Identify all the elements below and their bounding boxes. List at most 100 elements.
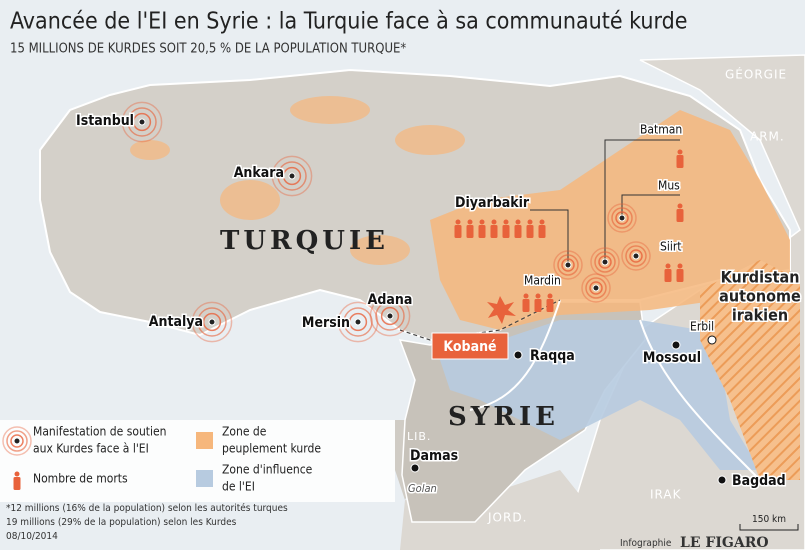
city-dot xyxy=(13,437,21,445)
legend-icon xyxy=(13,471,21,490)
city-dot xyxy=(592,284,600,292)
kurdish-zone xyxy=(395,125,465,155)
person-head xyxy=(539,219,545,225)
person-body xyxy=(478,225,486,238)
label-box xyxy=(431,332,509,360)
region-label: autonome xyxy=(719,287,801,306)
protest-ring xyxy=(611,207,633,229)
protest-ring xyxy=(127,107,157,137)
person-head xyxy=(527,219,533,225)
legend-label: aux Kurdes face à l'EI xyxy=(33,442,149,456)
city-dot xyxy=(717,475,727,485)
person-body xyxy=(538,225,546,238)
footnote: 08/10/2014 xyxy=(6,531,58,542)
person-head xyxy=(677,263,683,269)
footnote: *12 millions (16% de la population) selo… xyxy=(6,502,288,514)
protest-ring xyxy=(594,251,616,273)
city-dot xyxy=(513,350,523,360)
person-head xyxy=(467,219,473,225)
city-dot xyxy=(354,318,362,326)
protest-ring xyxy=(343,307,373,337)
person-body xyxy=(514,225,522,238)
leader-line xyxy=(530,209,569,265)
kurdish-zone xyxy=(290,96,370,124)
person-head xyxy=(665,263,671,269)
legend-label: Zone de xyxy=(222,425,267,439)
place-label: Ankara xyxy=(234,165,284,181)
protest-ring xyxy=(585,277,607,299)
protest-ring xyxy=(561,258,575,272)
protest-ring xyxy=(581,273,611,303)
protest-ring xyxy=(553,250,583,280)
legend-label: Manifestation de soutien xyxy=(33,425,167,439)
death-count xyxy=(664,263,684,282)
layer: Istanbul Ankara Antalya Mersin Adana Diyarbak… xyxy=(2,67,803,550)
kurdish-zone xyxy=(130,140,170,160)
protest-ring xyxy=(380,306,400,326)
protest-ring xyxy=(629,249,643,263)
place-label: Bagdad xyxy=(732,473,786,489)
city-dot xyxy=(138,118,146,126)
place-label: Siirt xyxy=(660,240,682,254)
kurdish-zone xyxy=(350,235,410,265)
protest-ring xyxy=(271,155,313,197)
region-label: ARM. xyxy=(750,130,785,144)
person-head xyxy=(677,203,683,209)
protest-ring xyxy=(590,247,620,277)
region-label: SYRIE xyxy=(448,402,559,432)
place-label: Damas xyxy=(410,448,458,464)
credit-brand: LE FIGARO xyxy=(680,535,769,550)
city-dot xyxy=(410,463,420,473)
region-label: Kurdistan xyxy=(721,268,800,287)
protest-ring xyxy=(121,101,163,143)
person-body xyxy=(454,225,462,238)
kurdish-zone xyxy=(430,110,790,330)
place-label: Mus xyxy=(658,179,680,193)
protest-ring xyxy=(369,295,411,337)
region-label: LIB. xyxy=(407,430,431,443)
scale-label: 150 km xyxy=(752,514,786,525)
legend-label: Zone d'influence xyxy=(222,463,313,477)
person-body xyxy=(526,225,534,238)
place-label: Adana xyxy=(368,292,413,308)
protest-ring xyxy=(2,426,32,456)
person-body xyxy=(522,299,530,312)
region-label: GÉORGIE xyxy=(725,67,787,82)
footnote: 19 millions (29% de la population) selon… xyxy=(6,517,237,528)
leader-line xyxy=(604,139,680,262)
legend-label: de l'EI xyxy=(222,480,255,494)
person-body xyxy=(534,299,542,312)
leader-line xyxy=(621,194,680,218)
region-label: JORD. xyxy=(487,511,527,525)
protest-ring xyxy=(277,161,307,191)
place-label: Antalya xyxy=(149,314,203,330)
death-count xyxy=(522,293,554,312)
city-dot xyxy=(601,258,609,266)
protest-ring xyxy=(132,112,152,132)
protest-ring xyxy=(348,312,368,332)
person-head xyxy=(479,219,485,225)
person-head xyxy=(515,219,521,225)
person-head xyxy=(535,293,541,299)
subtitle: 15 MILLIONS DE KURDES SOIT 20,5 % DE LA … xyxy=(10,42,406,57)
person-body xyxy=(13,477,21,490)
protest-ring xyxy=(557,254,579,276)
person-head xyxy=(491,219,497,225)
kurdistan-iraq xyxy=(700,260,800,480)
city-dot xyxy=(564,261,572,269)
person-head xyxy=(547,293,553,299)
person-head xyxy=(455,219,461,225)
place-label: Kobané xyxy=(443,339,496,355)
person-head xyxy=(677,149,683,155)
person-body xyxy=(676,155,684,168)
protest-ring xyxy=(589,281,603,295)
protest-ring xyxy=(625,245,647,267)
protest-ring xyxy=(621,241,651,271)
place-label: Raqqa xyxy=(530,348,575,364)
protest-ring xyxy=(282,166,302,186)
protest-ring xyxy=(197,307,227,337)
death-count xyxy=(676,149,684,168)
city-dot xyxy=(288,172,296,180)
region-label: IRAK xyxy=(650,488,682,502)
